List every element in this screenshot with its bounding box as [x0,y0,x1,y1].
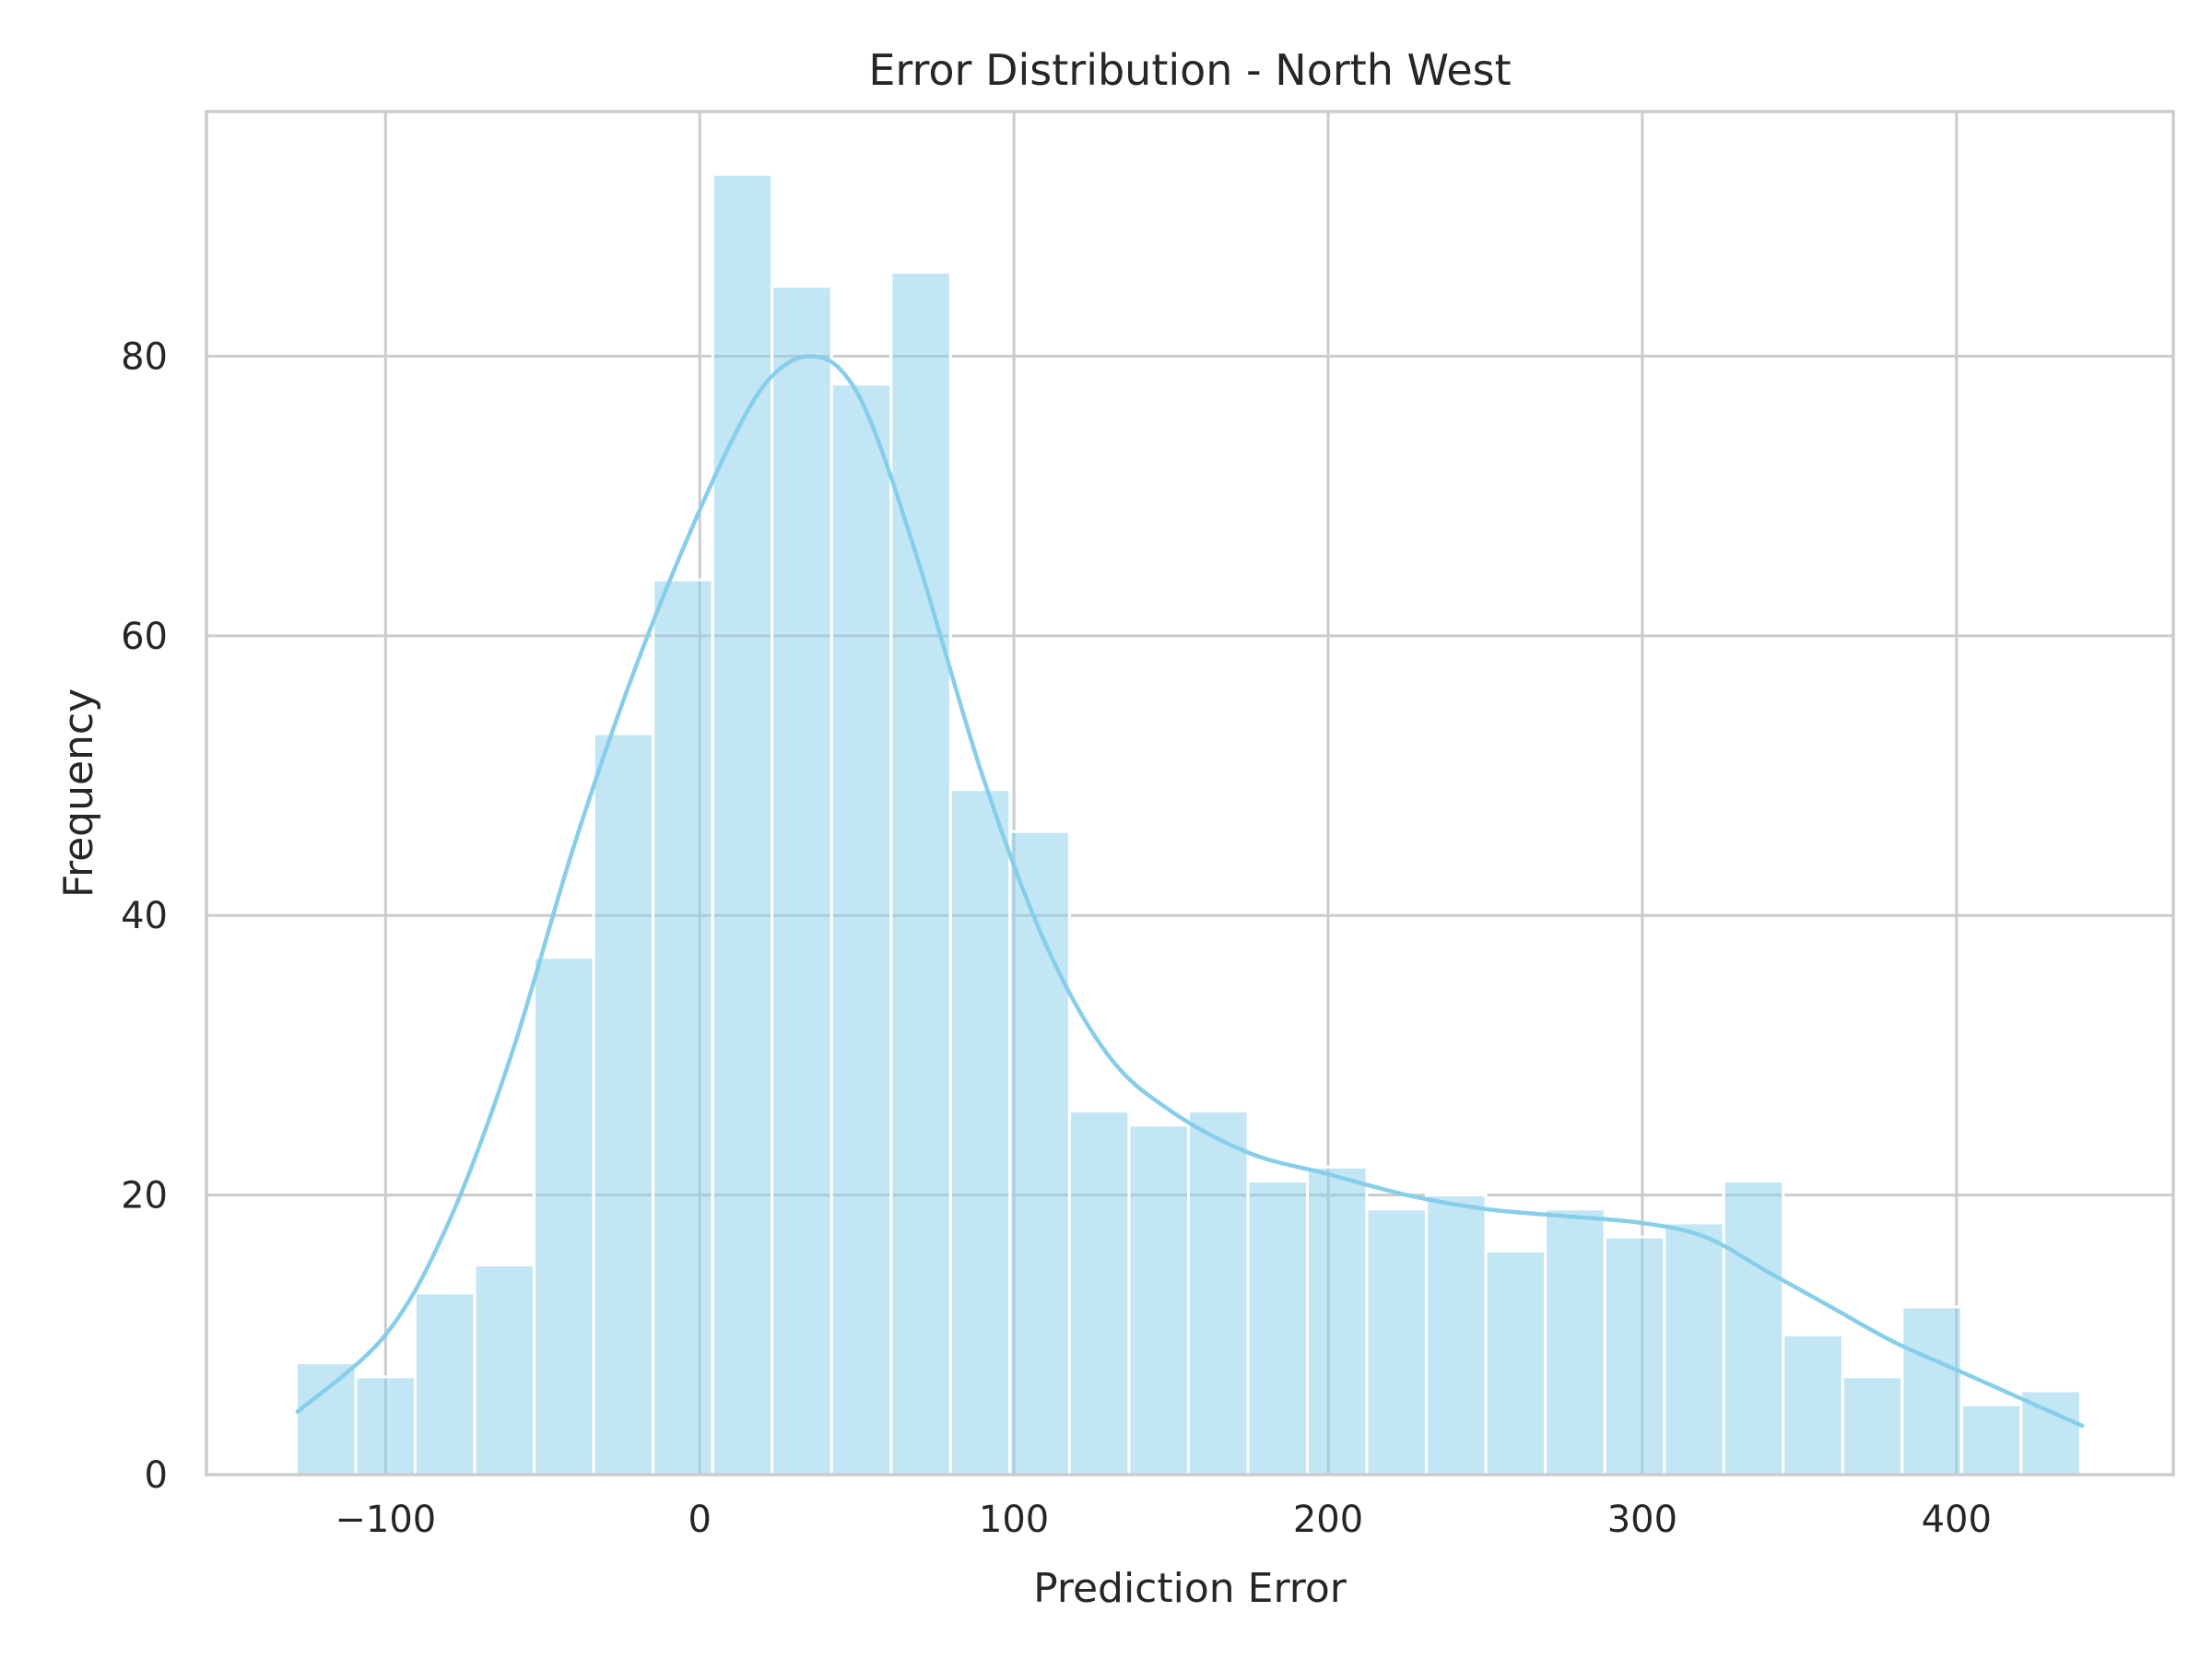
y-tick-label: 0 [145,1454,168,1497]
x-tick-label: 200 [1293,1499,1363,1541]
plot-frame [205,110,2175,1477]
histogram-bar [889,270,952,1477]
y-tick-label: 80 [121,335,168,378]
histogram-bar [1306,1165,1369,1477]
histogram-bar [1782,1333,1844,1477]
histogram-bar [830,382,893,1477]
histogram-bar [1484,1249,1547,1477]
histogram-bar [652,578,714,1477]
histogram-bar [1841,1375,1904,1477]
histogram-bar [473,1263,536,1477]
histogram-bar [711,172,774,1477]
histogram-bar [1603,1235,1666,1477]
histogram-bar [1425,1194,1488,1477]
y-tick-label: 20 [121,1175,168,1218]
kde-curve [295,354,2085,1429]
histogram-bar [1544,1207,1606,1477]
x-tick-label: −100 [335,1499,436,1541]
x-axis-label: Prediction Error [1033,1565,1347,1612]
x-tick-label: 300 [1607,1499,1677,1541]
histogram-bar [771,285,833,1477]
histogram-bar [1246,1179,1310,1477]
x-tick-labels: −100 0 100 200 300 400 [335,1499,1992,1541]
histogram-bar [1127,1124,1190,1477]
x-tick-label: 400 [1922,1499,1992,1541]
chart-title: Error Distribution - North West [868,45,1511,95]
histogram-bar [1008,830,1071,1477]
y-axis-label: Frequency [55,688,102,898]
histogram-bar [533,956,595,1477]
histogram-bar [354,1375,418,1477]
histogram-bar [1067,1110,1131,1477]
histogram-bar [1663,1221,1725,1477]
x-tick-label: 0 [688,1499,711,1541]
histogram-bar [592,732,655,1477]
histogram-bar [1186,1110,1250,1477]
histogram-bars [294,172,2082,1477]
histogram-bar [1900,1305,1963,1477]
histogram-bar [294,1361,358,1477]
x-tick-label: 100 [979,1499,1049,1541]
histogram-bar [1365,1207,1429,1477]
histogram-bar [414,1291,477,1477]
y-tick-labels: 0 20 40 60 80 [121,335,168,1497]
histogram-bar [1959,1403,2023,1477]
histogram-bar [948,788,1012,1477]
histogram-bar [1722,1179,1785,1477]
y-tick-label: 60 [121,616,168,658]
y-tick-label: 40 [121,895,168,937]
